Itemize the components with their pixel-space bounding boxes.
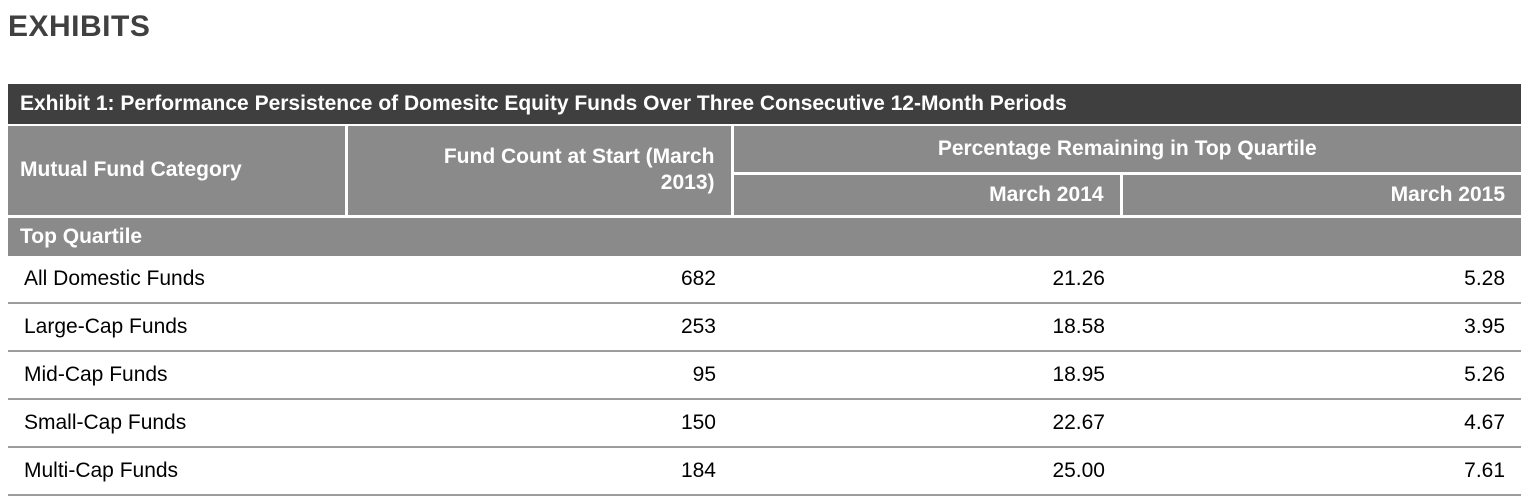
fund-count-cell: 253 [346, 302, 732, 352]
march-2015-cell: 5.26 [1121, 350, 1522, 400]
category-cell: Mid-Cap Funds [8, 350, 346, 400]
fund-count-cell: 682 [346, 255, 732, 304]
column-header-group-percentage: Percentage Remaining in Top Quartile [732, 125, 1522, 175]
march-2014-cell: 18.95 [732, 350, 1121, 400]
table-caption: Exhibit 1: Performance Persistence of Do… [8, 84, 1522, 126]
category-cell: All Domestic Funds [8, 255, 346, 304]
fund-count-cell: 184 [346, 446, 732, 496]
table-row: Small-Cap Funds 150 22.67 4.67 [8, 398, 1522, 448]
category-cell: Large-Cap Funds [8, 302, 346, 352]
march-2014-cell: 18.58 [732, 302, 1121, 352]
march-2015-cell: 4.67 [1121, 398, 1522, 448]
header-row-sub: March 2014 March 2015 [8, 173, 1522, 218]
category-cell: Multi-Cap Funds [8, 446, 346, 496]
fund-count-cell: 95 [346, 350, 732, 400]
table-row: Multi-Cap Funds 184 25.00 7.61 [8, 446, 1522, 496]
march-2014-cell: 25.00 [732, 446, 1121, 496]
march-2015-cell: 7.61 [1121, 446, 1522, 496]
page-title: EXHIBITS [8, 10, 151, 43]
section-label: Top Quartile [8, 216, 1522, 256]
section-row-top-quartile: Top Quartile [8, 216, 1522, 256]
fund-count-cell: 150 [346, 398, 732, 448]
march-2015-cell: 3.95 [1121, 302, 1522, 352]
march-2014-cell: 22.67 [732, 398, 1121, 448]
category-cell: Small-Cap Funds [8, 398, 346, 448]
table-row: Mid-Cap Funds 95 18.95 5.26 [8, 350, 1522, 400]
header-row-top: Mutual Fund Category Fund Count at Start… [8, 125, 1522, 218]
column-header-march-2014: March 2014 [732, 173, 1123, 218]
table-caption-row: Exhibit 1: Performance Persistence of Do… [8, 84, 1522, 126]
exhibit-table: Exhibit 1: Performance Persistence of Do… [8, 84, 1522, 496]
column-header-march-2015: March 2015 [1121, 173, 1522, 218]
column-header-category: Mutual Fund Category [8, 125, 348, 218]
table-row: All Domestic Funds 682 21.26 5.28 [8, 255, 1522, 304]
column-header-fund-count: Fund Count at Start (March 2013) [346, 125, 734, 218]
march-2014-cell: 21.26 [732, 255, 1121, 304]
march-2015-cell: 5.28 [1121, 255, 1522, 304]
table-row: Large-Cap Funds 253 18.58 3.95 [8, 302, 1522, 352]
